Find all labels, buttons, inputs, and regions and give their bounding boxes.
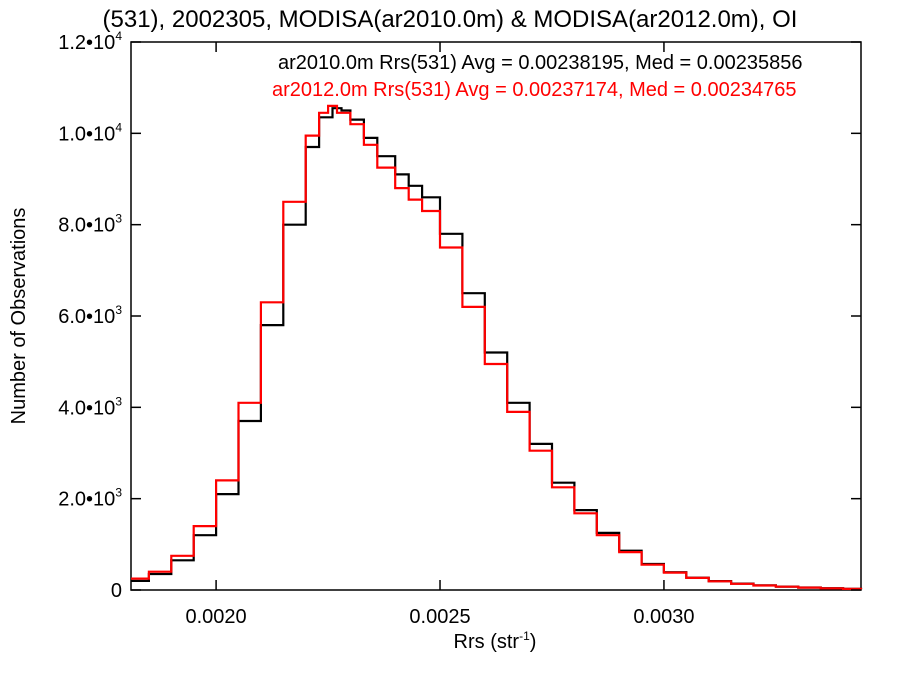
plot-frame bbox=[130, 41, 862, 591]
x-tick-label: 0.0025 bbox=[409, 606, 470, 628]
legend-entry-ar2010: ar2010.0m Rrs(531) Avg = 0.00238195, Med… bbox=[278, 52, 802, 74]
y-tick-label: 0 bbox=[111, 580, 122, 602]
y-tick-label: 1.0•104 bbox=[58, 120, 122, 145]
chart-title: (531), 2002305, MODISA(ar2010.0m) & MODI… bbox=[103, 6, 798, 33]
x-axis: 0.0020 0.0025 0.0030 bbox=[186, 42, 695, 628]
x-tick-label: 0.0020 bbox=[186, 606, 247, 628]
y-tick-label: 1.2•104 bbox=[58, 29, 122, 54]
y-tick-label: 8.0•103 bbox=[58, 212, 122, 237]
y-tick-label: 4.0•103 bbox=[58, 394, 122, 419]
y-tick-label: 2.0•103 bbox=[58, 486, 122, 511]
x-tick-label: 0.0030 bbox=[633, 606, 694, 628]
series-layer bbox=[131, 104, 863, 590]
legend-entry-ar2012: ar2012.0m Rrs(531) Avg = 0.00237174, Med… bbox=[272, 79, 796, 101]
x-axis-title: Rrs (str-1) bbox=[454, 629, 537, 653]
series-line-ar2012.0m bbox=[131, 104, 863, 590]
y-tick-label: 6.0•103 bbox=[58, 303, 122, 328]
y-axis-title: Number of Observations bbox=[8, 208, 30, 425]
y-axis: 0 2.0•103 4.0•103 6.0•103 8.0•103 1.0•104 1.2•… bbox=[58, 29, 861, 602]
series-line-ar2010.0m bbox=[131, 107, 863, 590]
